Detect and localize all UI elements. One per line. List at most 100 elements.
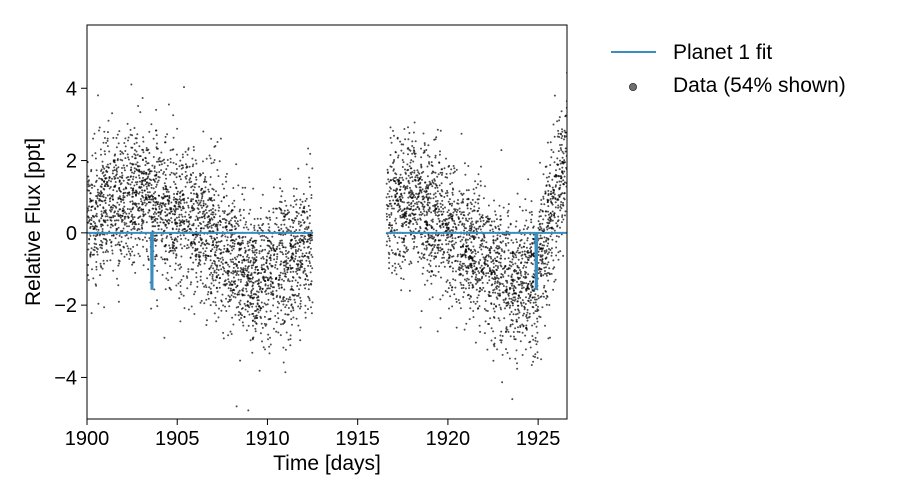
data-point bbox=[284, 313, 287, 316]
data-point bbox=[401, 176, 404, 179]
data-point bbox=[433, 257, 436, 260]
data-point bbox=[245, 281, 248, 284]
data-point bbox=[102, 237, 105, 240]
data-point bbox=[557, 198, 560, 201]
data-point bbox=[459, 245, 462, 248]
data-point bbox=[514, 254, 517, 257]
data-point bbox=[170, 171, 173, 174]
data-point bbox=[205, 247, 208, 250]
data-point bbox=[464, 173, 467, 176]
data-point bbox=[104, 209, 107, 212]
data-point bbox=[402, 209, 404, 212]
data-point bbox=[553, 161, 556, 164]
data-point bbox=[298, 206, 301, 209]
data-point bbox=[299, 296, 302, 299]
data-point bbox=[270, 285, 273, 288]
data-point bbox=[292, 294, 295, 297]
data-point bbox=[420, 252, 423, 255]
data-point bbox=[391, 265, 394, 267]
data-point bbox=[434, 239, 437, 242]
data-point bbox=[469, 201, 472, 204]
data-point bbox=[462, 254, 465, 257]
data-point bbox=[194, 290, 197, 293]
data-point bbox=[148, 191, 151, 194]
data-point bbox=[113, 154, 116, 157]
data-point bbox=[430, 164, 433, 167]
data-point bbox=[508, 297, 511, 300]
data-point bbox=[410, 205, 413, 208]
data-point bbox=[150, 186, 153, 189]
data-point bbox=[461, 238, 464, 241]
data-point bbox=[508, 306, 511, 309]
data-point bbox=[524, 198, 527, 201]
data-point bbox=[143, 170, 145, 173]
data-point bbox=[114, 244, 117, 247]
data-point bbox=[304, 200, 307, 202]
data-point bbox=[192, 234, 195, 237]
data-point bbox=[218, 215, 221, 218]
data-point bbox=[141, 203, 144, 206]
data-point bbox=[103, 233, 106, 236]
data-point bbox=[396, 248, 399, 251]
data-point bbox=[122, 212, 125, 215]
data-point bbox=[499, 215, 502, 217]
data-point bbox=[450, 168, 453, 171]
data-point bbox=[106, 215, 109, 218]
data-point bbox=[231, 291, 234, 294]
data-point bbox=[294, 239, 297, 242]
data-point bbox=[256, 217, 259, 220]
data-point bbox=[249, 259, 252, 262]
data-point bbox=[524, 334, 527, 337]
data-point bbox=[194, 258, 197, 261]
data-point bbox=[532, 306, 535, 309]
data-point bbox=[512, 263, 514, 266]
data-point bbox=[550, 254, 553, 257]
data-point bbox=[124, 186, 127, 189]
data-point bbox=[385, 244, 388, 247]
data-point bbox=[428, 210, 431, 213]
data-point bbox=[247, 294, 250, 297]
data-point bbox=[164, 188, 167, 191]
data-point bbox=[398, 179, 401, 182]
data-point bbox=[542, 218, 545, 221]
data-point bbox=[228, 212, 231, 215]
data-point bbox=[282, 300, 285, 303]
data-point bbox=[449, 284, 452, 287]
data-point bbox=[131, 181, 133, 184]
data-point bbox=[517, 283, 520, 286]
data-point bbox=[286, 271, 289, 274]
data-point bbox=[222, 258, 225, 261]
data-point bbox=[310, 312, 313, 315]
data-point bbox=[263, 271, 266, 274]
data-point bbox=[540, 199, 543, 201]
data-point bbox=[217, 240, 220, 243]
data-point bbox=[126, 181, 129, 184]
data-point bbox=[199, 201, 202, 204]
data-point bbox=[434, 156, 437, 159]
data-point bbox=[210, 162, 213, 165]
data-point bbox=[139, 170, 142, 173]
data-point bbox=[146, 177, 149, 179]
data-point bbox=[277, 331, 280, 334]
data-point bbox=[278, 283, 281, 286]
data-point bbox=[468, 237, 471, 240]
data-point bbox=[294, 257, 297, 260]
data-point bbox=[205, 324, 208, 326]
data-point bbox=[526, 249, 529, 252]
data-point bbox=[272, 327, 275, 330]
data-point bbox=[522, 266, 525, 269]
data-point bbox=[564, 147, 567, 150]
data-point bbox=[105, 240, 108, 242]
data-point bbox=[448, 198, 451, 201]
data-point bbox=[260, 322, 263, 325]
data-point bbox=[265, 310, 268, 313]
data-point bbox=[525, 315, 528, 318]
data-point bbox=[265, 303, 267, 306]
data-point bbox=[206, 293, 209, 296]
data-point bbox=[134, 157, 137, 160]
data-point bbox=[420, 163, 423, 166]
data-point bbox=[440, 206, 443, 208]
data-point bbox=[522, 314, 524, 317]
data-point bbox=[516, 300, 519, 303]
data-point bbox=[144, 193, 147, 196]
